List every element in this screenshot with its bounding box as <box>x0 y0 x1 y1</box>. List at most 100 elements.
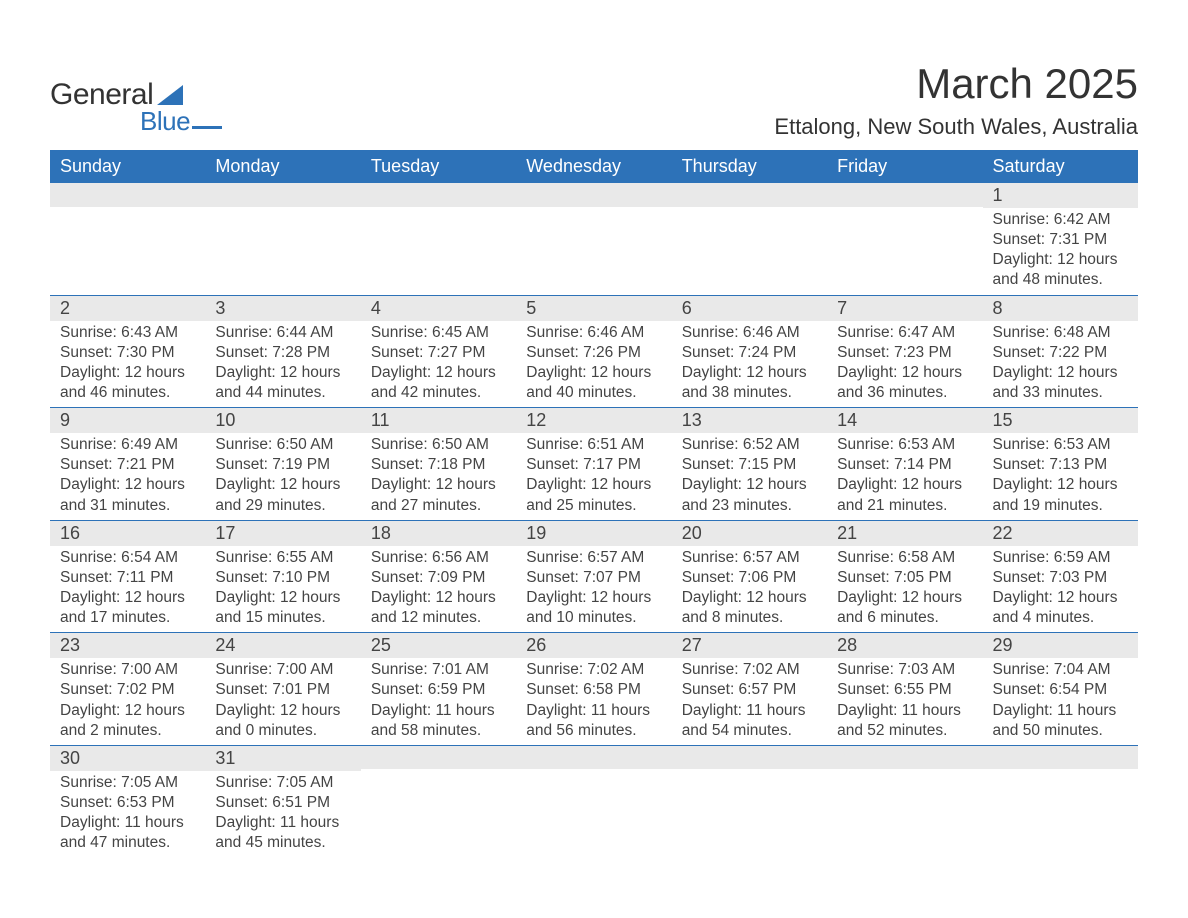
daylight-text: Daylight: 12 hours <box>60 475 195 495</box>
daylight-text: and 48 minutes. <box>993 270 1128 290</box>
daylight-text: and 25 minutes. <box>526 496 661 516</box>
daylight-text: Daylight: 12 hours <box>215 475 350 495</box>
day-details: Sunrise: 6:58 AMSunset: 7:05 PMDaylight:… <box>827 546 982 633</box>
day-details: Sunrise: 6:42 AMSunset: 7:31 PMDaylight:… <box>983 208 1138 295</box>
sunset-text: Sunset: 7:31 PM <box>993 230 1128 250</box>
day-details: Sunrise: 7:05 AMSunset: 6:53 PMDaylight:… <box>50 771 205 858</box>
day-details: Sunrise: 6:53 AMSunset: 7:14 PMDaylight:… <box>827 433 982 520</box>
sunrise-text: Sunrise: 6:46 AM <box>526 323 661 343</box>
day-number: 28 <box>827 632 982 658</box>
day-number: 18 <box>361 520 516 546</box>
day-details: Sunrise: 7:04 AMSunset: 6:54 PMDaylight:… <box>983 658 1138 745</box>
sunrise-text: Sunrise: 6:53 AM <box>993 435 1128 455</box>
sunset-text: Sunset: 6:58 PM <box>526 680 661 700</box>
title-block: March 2025 Ettalong, New South Wales, Au… <box>774 60 1138 140</box>
day-number: 24 <box>205 632 360 658</box>
daylight-text: Daylight: 12 hours <box>60 588 195 608</box>
sunrise-text: Sunrise: 7:02 AM <box>682 660 817 680</box>
daylight-text: Daylight: 12 hours <box>526 475 661 495</box>
sunrise-text: Sunrise: 6:45 AM <box>371 323 506 343</box>
daylight-text: Daylight: 12 hours <box>993 363 1128 383</box>
sunrise-text: Sunrise: 7:04 AM <box>993 660 1128 680</box>
day-number: 12 <box>516 407 671 433</box>
sunrise-text: Sunrise: 6:56 AM <box>371 548 506 568</box>
day-number: 23 <box>50 632 205 658</box>
day-details: Sunrise: 6:46 AMSunset: 7:26 PMDaylight:… <box>516 321 671 408</box>
day-details: Sunrise: 6:56 AMSunset: 7:09 PMDaylight:… <box>361 546 516 633</box>
empty-day-number <box>516 183 671 207</box>
daylight-text: Daylight: 12 hours <box>682 363 817 383</box>
daylight-text: Daylight: 11 hours <box>682 701 817 721</box>
sunrise-text: Sunrise: 6:51 AM <box>526 435 661 455</box>
daylight-text: Daylight: 12 hours <box>837 588 972 608</box>
daylight-text: Daylight: 12 hours <box>682 475 817 495</box>
empty-day-body <box>827 208 982 288</box>
day-number: 21 <box>827 520 982 546</box>
empty-day-body <box>672 208 827 288</box>
daylight-text: and 52 minutes. <box>837 721 972 741</box>
empty-day-body <box>205 208 360 288</box>
daylight-text: Daylight: 12 hours <box>526 588 661 608</box>
day-number: 27 <box>672 632 827 658</box>
sunset-text: Sunset: 7:30 PM <box>60 343 195 363</box>
sunrise-text: Sunrise: 6:55 AM <box>215 548 350 568</box>
day-number: 15 <box>983 407 1138 433</box>
day-number: 2 <box>50 295 205 321</box>
day-number: 7 <box>827 295 982 321</box>
sunrise-text: Sunrise: 7:02 AM <box>526 660 661 680</box>
day-number: 13 <box>672 407 827 433</box>
empty-day-number <box>361 745 516 769</box>
day-number: 1 <box>983 183 1138 208</box>
sunset-text: Sunset: 7:09 PM <box>371 568 506 588</box>
daylight-text: and 6 minutes. <box>837 608 972 628</box>
sunset-text: Sunset: 7:23 PM <box>837 343 972 363</box>
daylight-text: and 23 minutes. <box>682 496 817 516</box>
daylight-text: and 42 minutes. <box>371 383 506 403</box>
daylight-text: and 33 minutes. <box>993 383 1128 403</box>
day-details: Sunrise: 6:52 AMSunset: 7:15 PMDaylight:… <box>672 433 827 520</box>
day-details: Sunrise: 6:50 AMSunset: 7:18 PMDaylight:… <box>361 433 516 520</box>
empty-day-body <box>50 208 205 288</box>
sunset-text: Sunset: 6:59 PM <box>371 680 506 700</box>
day-details: Sunrise: 7:05 AMSunset: 6:51 PMDaylight:… <box>205 771 360 858</box>
sunrise-text: Sunrise: 6:46 AM <box>682 323 817 343</box>
empty-day-number <box>205 183 360 207</box>
daylight-text: and 0 minutes. <box>215 721 350 741</box>
sunset-text: Sunset: 7:10 PM <box>215 568 350 588</box>
day-header: Wednesday <box>516 150 671 183</box>
empty-day-body <box>361 208 516 288</box>
daylight-text: Daylight: 12 hours <box>371 588 506 608</box>
daylight-text: Daylight: 12 hours <box>215 363 350 383</box>
sunset-text: Sunset: 7:22 PM <box>993 343 1128 363</box>
daylight-text: and 54 minutes. <box>682 721 817 741</box>
day-details: Sunrise: 6:54 AMSunset: 7:11 PMDaylight:… <box>50 546 205 633</box>
day-details: Sunrise: 6:57 AMSunset: 7:07 PMDaylight:… <box>516 546 671 633</box>
day-details: Sunrise: 6:53 AMSunset: 7:13 PMDaylight:… <box>983 433 1138 520</box>
day-number: 14 <box>827 407 982 433</box>
sunset-text: Sunset: 7:27 PM <box>371 343 506 363</box>
day-number: 3 <box>205 295 360 321</box>
day-number: 11 <box>361 407 516 433</box>
sunset-text: Sunset: 7:28 PM <box>215 343 350 363</box>
empty-day-body <box>516 771 671 851</box>
sunset-text: Sunset: 7:21 PM <box>60 455 195 475</box>
empty-day-number <box>827 183 982 207</box>
daylight-text: Daylight: 12 hours <box>837 475 972 495</box>
daylight-text: and 27 minutes. <box>371 496 506 516</box>
daylight-text: Daylight: 12 hours <box>993 588 1128 608</box>
logo-text-general: General <box>50 78 153 112</box>
sunset-text: Sunset: 7:18 PM <box>371 455 506 475</box>
day-number: 29 <box>983 632 1138 658</box>
sunrise-text: Sunrise: 6:48 AM <box>993 323 1128 343</box>
sunset-text: Sunset: 6:54 PM <box>993 680 1128 700</box>
daylight-text: and 36 minutes. <box>837 383 972 403</box>
empty-day-body <box>983 771 1138 851</box>
sunset-text: Sunset: 7:01 PM <box>215 680 350 700</box>
sunrise-text: Sunrise: 6:57 AM <box>526 548 661 568</box>
daylight-text: Daylight: 12 hours <box>215 701 350 721</box>
empty-day-body <box>361 771 516 851</box>
logo: General Blue <box>50 60 222 137</box>
triangle-icon <box>157 85 183 105</box>
daylight-text: and 40 minutes. <box>526 383 661 403</box>
sunset-text: Sunset: 7:02 PM <box>60 680 195 700</box>
